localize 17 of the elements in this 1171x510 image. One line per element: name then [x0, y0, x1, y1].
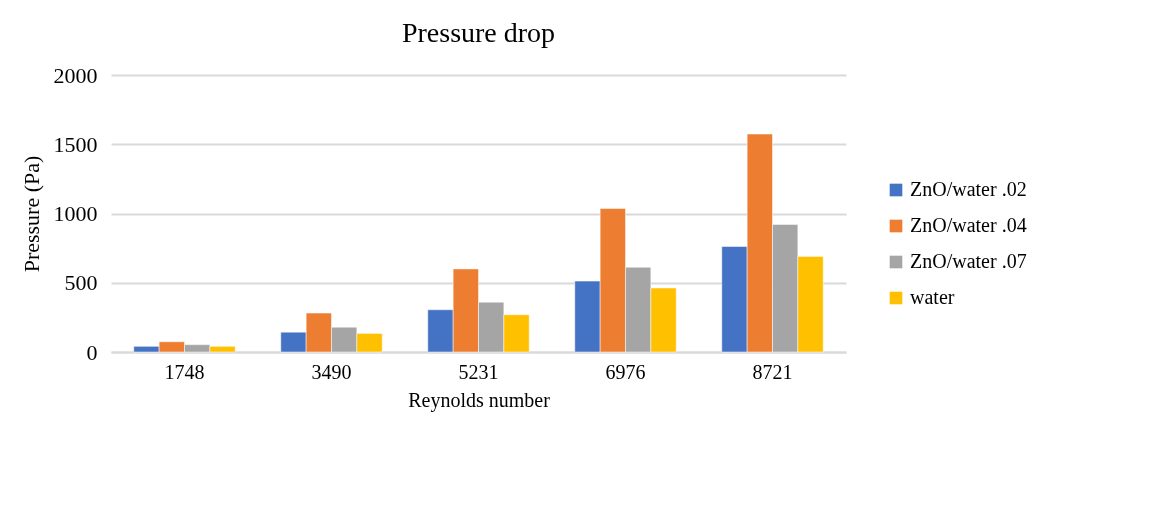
y-tick-label: 500 — [64, 270, 98, 296]
x-axis-title: Reynolds number — [408, 388, 551, 412]
y-tick-label: 1000 — [53, 201, 98, 226]
x-tick-label: 3490 — [311, 360, 352, 383]
chart-title: Pressure drop — [401, 17, 556, 48]
y-tick-label: 2000 — [53, 62, 98, 88]
y-tick-label: 1500 — [53, 131, 98, 157]
y-axis-title: Pressure (Pa) — [18, 155, 44, 273]
y-tick-label: 0 — [86, 339, 98, 365]
x-tick-label: 5231 — [458, 360, 499, 383]
x-tick-label: 6976 — [605, 360, 646, 383]
legend-label: water — [910, 286, 955, 308]
x-tick-label: 1748 — [164, 360, 205, 383]
legend-label: ZnO/water .07 — [910, 250, 1027, 272]
legend-label: ZnO/water .04 — [910, 214, 1027, 236]
x-tick-label: 8721 — [752, 360, 793, 383]
legend-label: ZnO/water .02 — [910, 178, 1027, 200]
